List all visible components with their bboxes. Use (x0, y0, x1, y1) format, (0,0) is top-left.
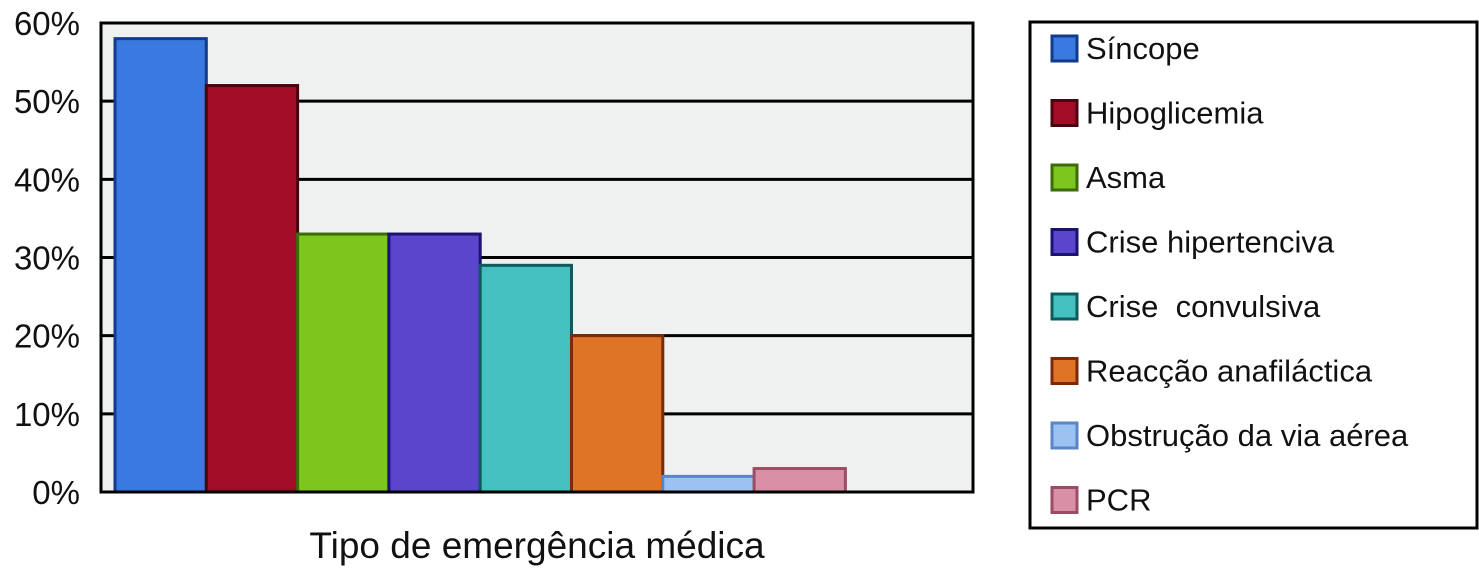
y-tick-label: 30% (14, 240, 80, 277)
legend-swatch (1050, 228, 1079, 256)
legend-label: Síncope (1086, 31, 1200, 66)
bar (296, 232, 391, 494)
x-axis-label: Tipo de emergência médica (309, 525, 765, 566)
legend-swatch (1050, 421, 1079, 450)
bar (113, 37, 208, 494)
plot-frame (99, 21, 975, 494)
legend-swatch (1050, 486, 1079, 514)
legend-swatch (1050, 163, 1079, 192)
legend-label: Asma (1086, 160, 1166, 195)
y-tick-label: 40% (14, 161, 80, 198)
legend-swatch (1050, 99, 1079, 127)
y-tick-label: 20% (14, 318, 80, 355)
bar (752, 467, 847, 494)
bar (478, 263, 574, 494)
legend-swatch (1050, 34, 1079, 63)
legend-label: Reacção anafiláctica (1086, 354, 1373, 389)
bar (661, 474, 756, 494)
bar (387, 232, 482, 494)
legend-box (1028, 20, 1479, 530)
legend-swatch (1050, 292, 1079, 321)
legend-swatch (1050, 357, 1079, 385)
legend-label: Hipoglicemia (1086, 96, 1264, 131)
y-tick-label: 50% (14, 83, 80, 120)
y-tick-label: 60% (14, 5, 80, 42)
bar (570, 334, 665, 494)
y-tick-label: 10% (14, 396, 80, 433)
y-tick-labels: 0% 10% 20% 30% 40% 50% 60% (14, 5, 80, 511)
legend-label: PCR (1086, 483, 1151, 518)
legend: Síncope Hipoglicemia Asma Crise hipertenciv… (1050, 31, 1409, 518)
legend-label: Crise hipertenciva (1086, 225, 1335, 260)
bars (113, 37, 847, 494)
y-tick-label: 0% (32, 474, 80, 511)
legend-label: Crise convulsiva (1086, 289, 1321, 324)
bar (204, 84, 300, 494)
legend-label: Obstrução da via aérea (1086, 418, 1409, 453)
